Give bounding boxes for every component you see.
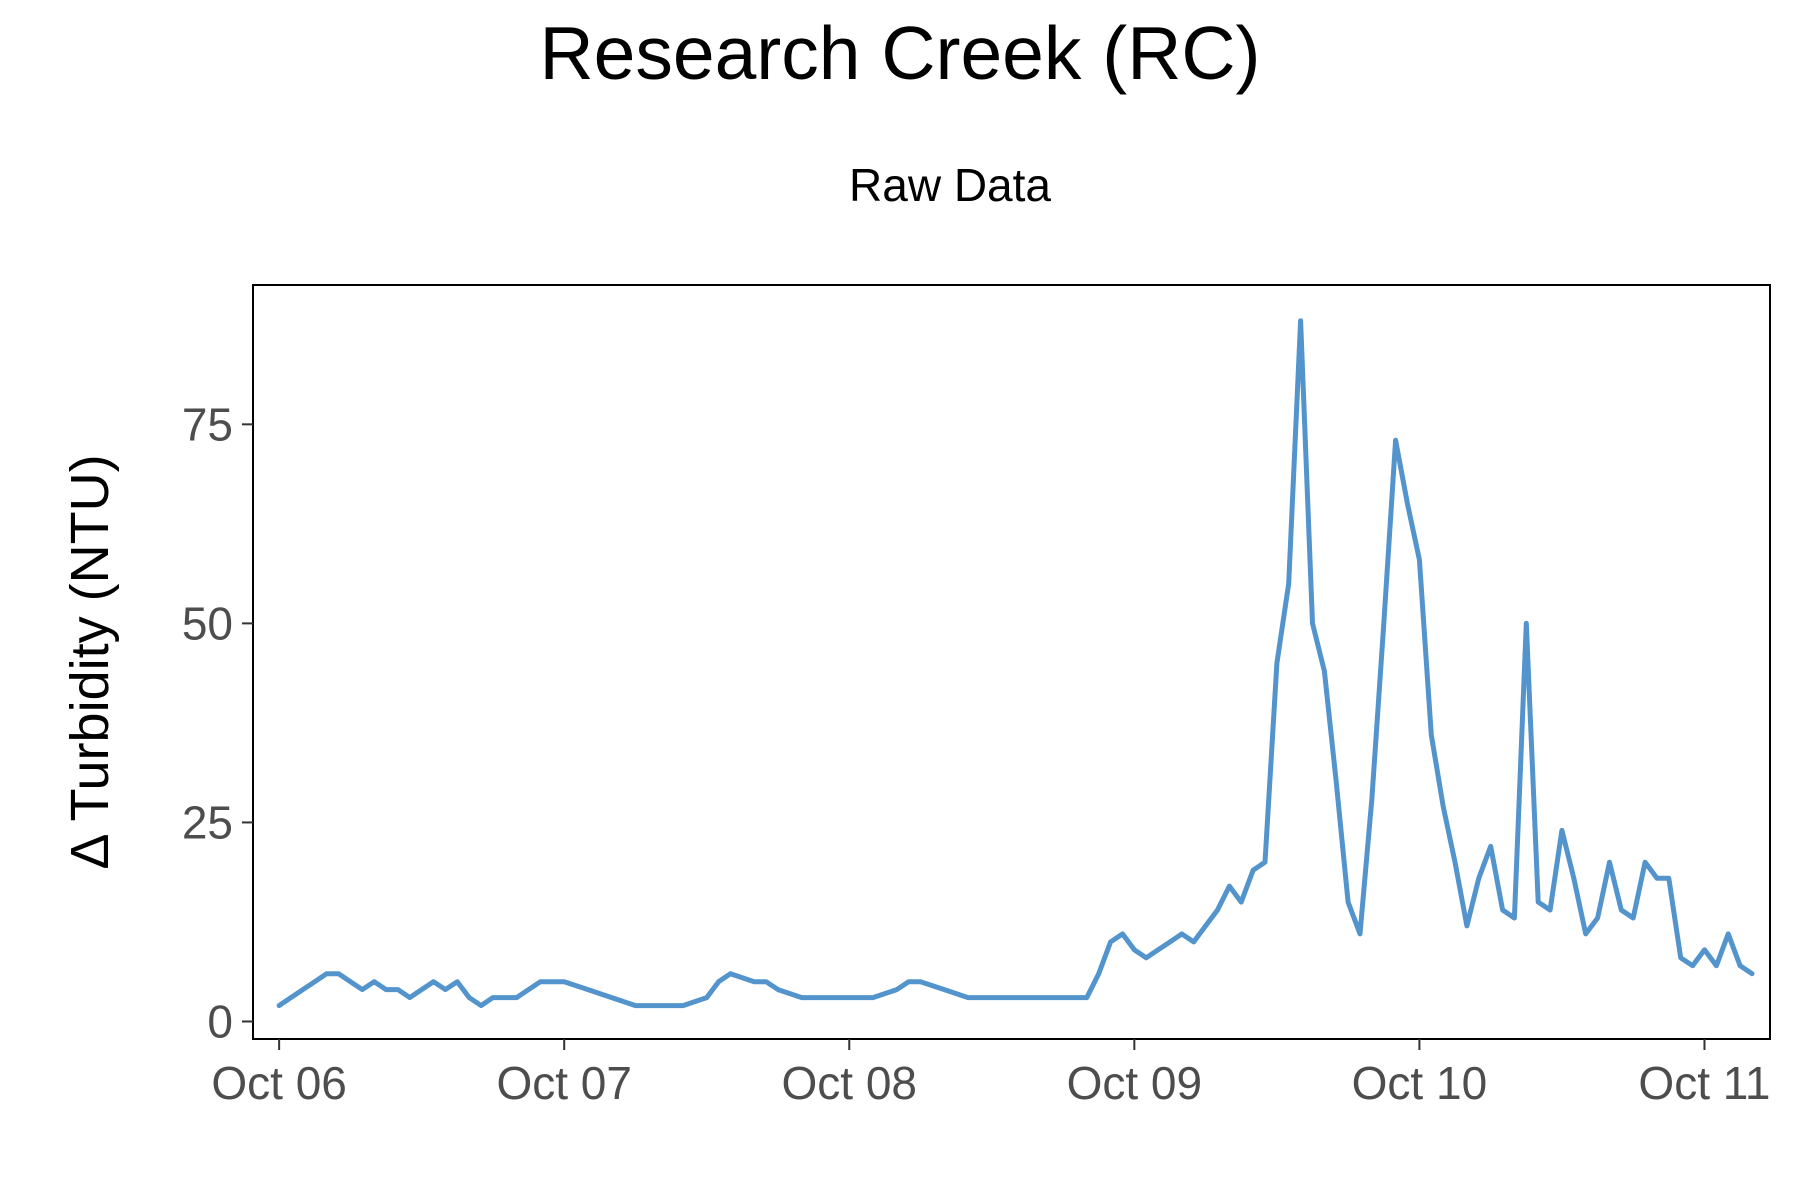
plot-panel-border <box>252 284 1771 1040</box>
x-tick-label-oct-06: Oct 06 <box>211 1057 347 1109</box>
y-tick-label-25: 25 <box>182 796 233 848</box>
x-tick-label-oct-08: Oct 08 <box>782 1057 918 1109</box>
chart-title: Research Creek (RC) <box>539 11 1261 95</box>
y-tick-label-75: 75 <box>182 398 233 450</box>
x-tick-label-oct-11: Oct 11 <box>1638 1057 1770 1109</box>
x-tick-label-oct-10: Oct 10 <box>1352 1057 1488 1109</box>
y-tick-label-0: 0 <box>207 995 233 1047</box>
x-tick-label-oct-07: Oct 07 <box>496 1057 632 1109</box>
y-tick-label-50: 50 <box>182 597 233 649</box>
x-tick-label-oct-09: Oct 09 <box>1067 1057 1203 1109</box>
series-line-raw-data <box>276 318 1755 1009</box>
legend-label-raw-data: Raw Data <box>849 159 1051 211</box>
legend: Raw Data <box>0 150 1800 220</box>
y-axis-title: Δ Turbidity (NTU) <box>60 454 120 869</box>
